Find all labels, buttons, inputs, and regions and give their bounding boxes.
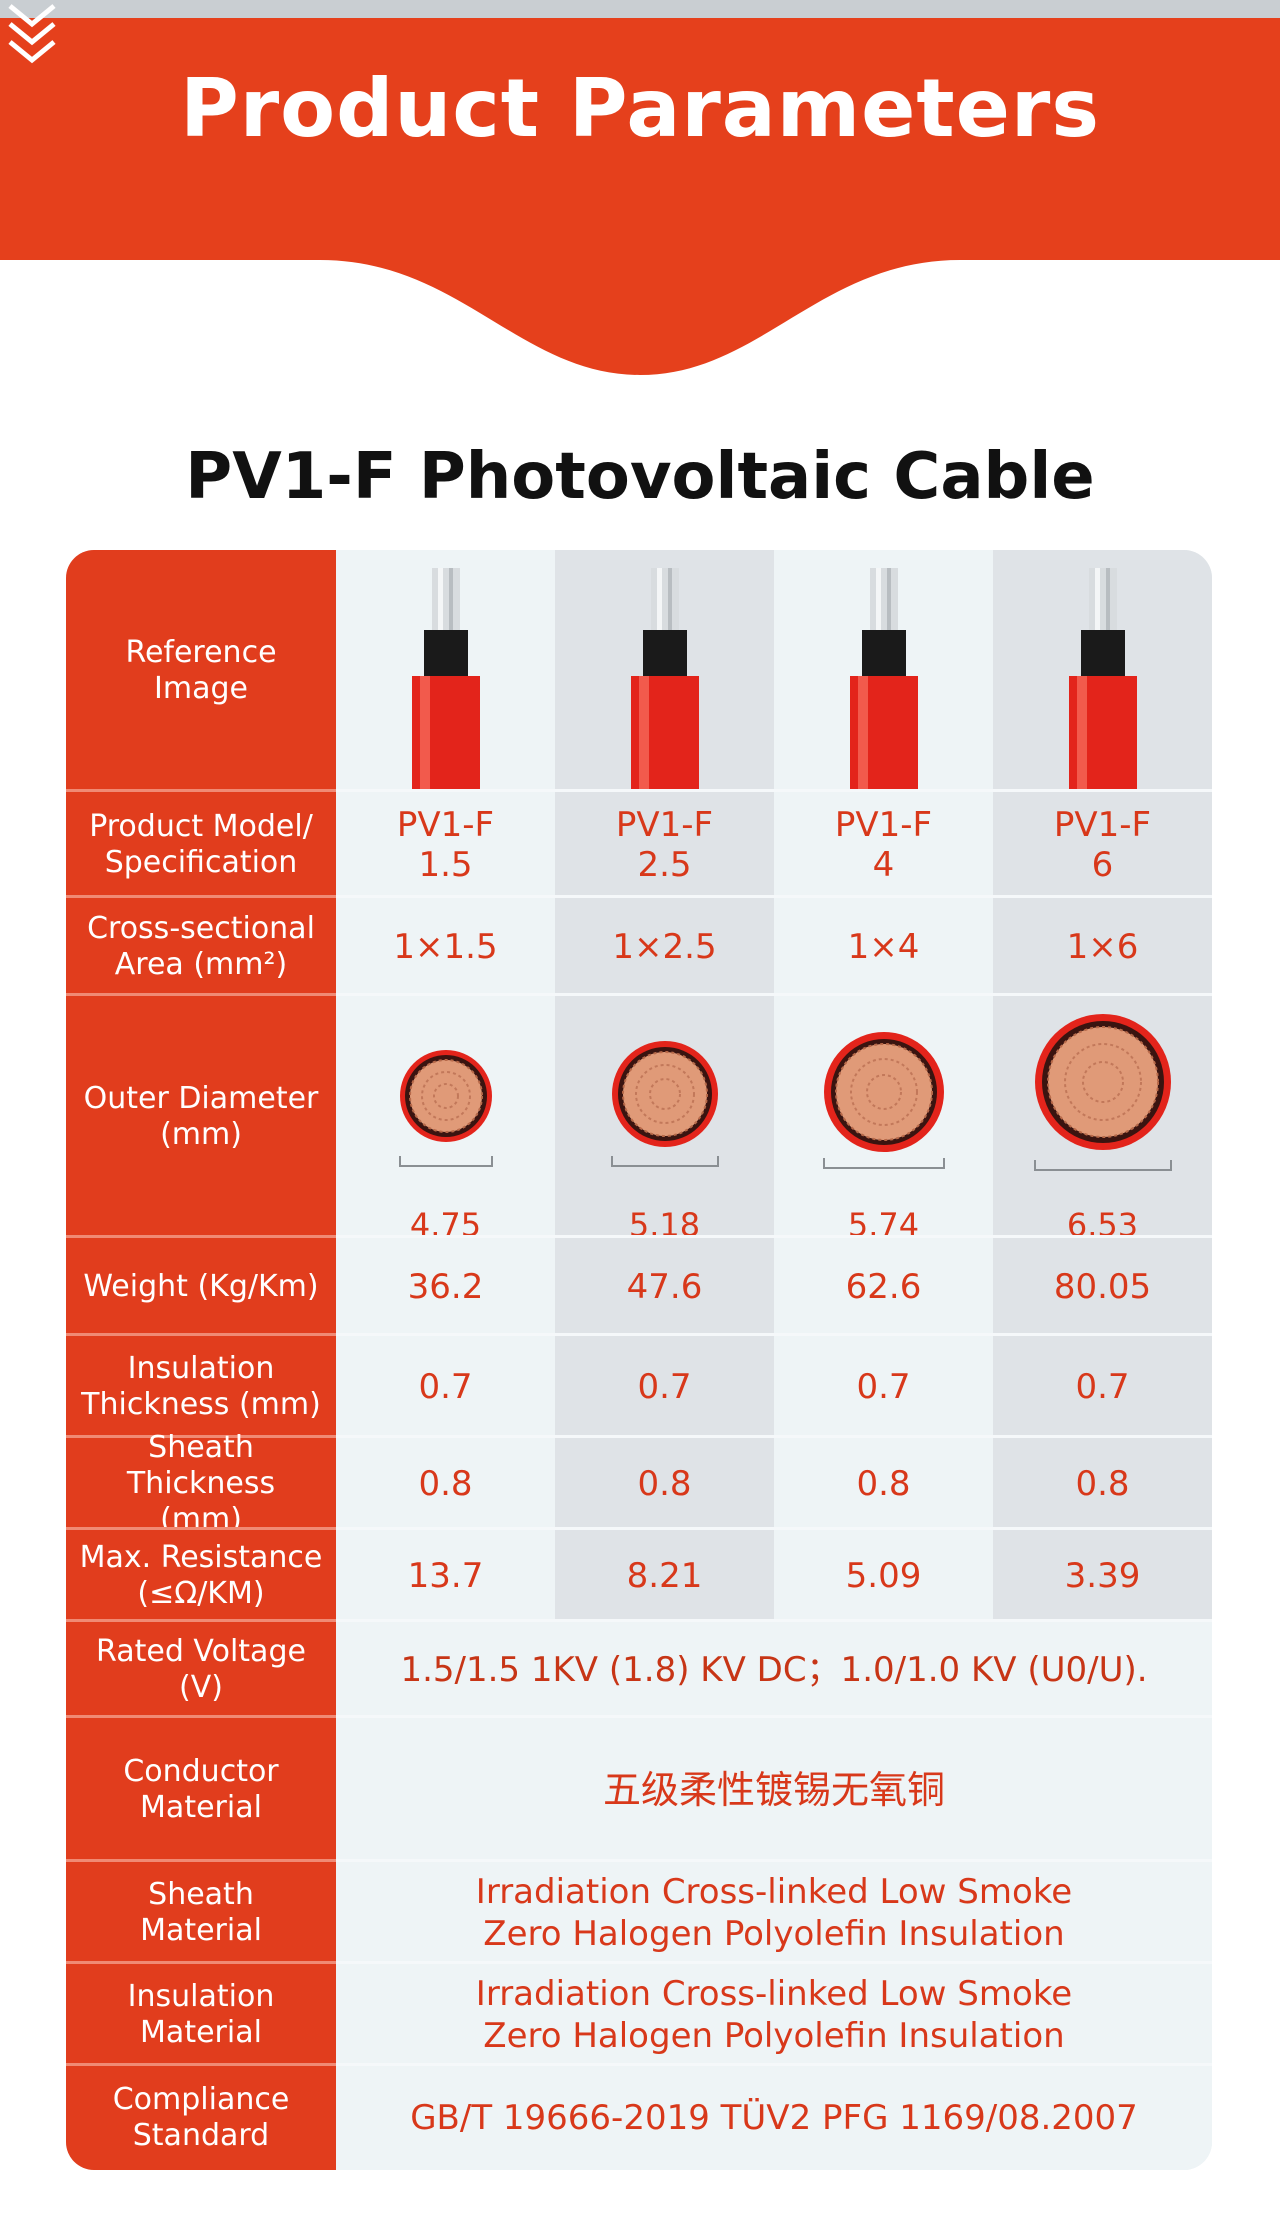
sheath-thickness-value: 0.8 <box>555 1438 774 1530</box>
row-divider <box>66 1435 336 1438</box>
row-label: Product Model/ Specification <box>66 792 336 898</box>
row-label: Weight (Kg/Km) <box>66 1238 336 1336</box>
row-divider <box>66 1715 1212 1718</box>
cable-cross-section-icon <box>823 1032 945 1169</box>
row-divider <box>66 993 336 996</box>
row-insulation-thickness: Insulation Thickness (mm) 0.7 0.7 0.7 0.… <box>66 1336 1212 1438</box>
insulation-material-value: Irradiation Cross-linked Low Smoke Zero … <box>336 1964 1212 2066</box>
row-conductor-material: Conductor Material 五级柔性镀锡无氧铜 <box>66 1718 1212 1862</box>
row-compliance-standard: Compliance Standard GB/T 19666-2019 TÜV2… <box>66 2066 1212 2170</box>
sheath-thickness-value: 0.8 <box>774 1438 993 1530</box>
row-insulation-material: Insulation Material Irradiation Cross-li… <box>66 1964 1212 2066</box>
row-divider <box>66 1859 336 1862</box>
row-divider <box>66 1235 336 1238</box>
cable-image <box>850 568 918 792</box>
insulation-thickness-value: 0.7 <box>555 1336 774 1438</box>
row-divider <box>66 1235 1212 1238</box>
row-max-resistance: Max. Resistance (≤Ω/KM) 13.7 8.21 5.09 3… <box>66 1530 1212 1622</box>
sheath-thickness-value: 0.8 <box>336 1438 555 1530</box>
header-banner: Product Parameters <box>0 0 1280 380</box>
insulation-thickness-value: 0.7 <box>774 1336 993 1438</box>
model-value: PV1-F 2.5 <box>555 792 774 898</box>
row-label: Compliance Standard <box>66 2066 336 2170</box>
row-divider <box>66 789 1212 792</box>
row-weight: Weight (Kg/Km) 36.2 47.6 62.6 80.05 <box>66 1238 1212 1336</box>
cross-section-value: 1×4 <box>774 898 993 996</box>
weight-value: 36.2 <box>336 1238 555 1336</box>
row-cross-section: Cross-sectional Area (mm²) 1×1.5 1×2.5 1… <box>66 898 1212 996</box>
row-divider <box>66 895 336 898</box>
resistance-value: 13.7 <box>336 1530 555 1622</box>
row-label: Outer Diameter (mm) <box>66 996 336 1238</box>
row-divider <box>66 2063 336 2066</box>
resistance-value: 3.39 <box>993 1530 1212 1622</box>
cable-image <box>1069 568 1137 792</box>
model-value: PV1-F 1.5 <box>336 792 555 898</box>
row-reference-image: Reference Image <box>66 550 1212 792</box>
page-title: Product Parameters <box>180 62 1100 155</box>
row-label: Sheath Thickness (mm) <box>66 1430 336 1537</box>
row-label: Conductor Material <box>66 1718 336 1862</box>
product-subtitle: PV1-F Photovoltaic Cable <box>185 440 1095 514</box>
row-divider <box>66 895 1212 898</box>
cross-section-value: 1×2.5 <box>555 898 774 996</box>
row-divider <box>66 1961 1212 1964</box>
row-outer-diameter: Outer Diameter (mm) <box>66 996 1212 1244</box>
weight-value: 47.6 <box>555 1238 774 1336</box>
parameters-table: Reference Image Product Model/ S <box>66 550 1212 2170</box>
rated-voltage-value: 1.5/1.5 1KV (1.8) KV DC；1.0/1.0 KV (U0/U… <box>336 1622 1212 1718</box>
row-divider <box>66 789 336 792</box>
chevron-down-icon <box>8 4 56 64</box>
row-divider <box>66 1435 1212 1438</box>
row-label: Insulation Material <box>66 1964 336 2066</box>
weight-value: 62.6 <box>774 1238 993 1336</box>
row-product-model: Product Model/ Specification PV1-F 1.5 P… <box>66 792 1212 898</box>
row-divider <box>66 1961 336 1964</box>
row-divider <box>66 993 1212 996</box>
row-label: Cross-sectional Area (mm²) <box>66 898 336 996</box>
cable-cross-section-icon <box>399 1050 493 1167</box>
banner-background <box>0 0 1280 375</box>
row-divider <box>66 1859 1212 1862</box>
row-divider <box>66 1333 336 1336</box>
cable-cross-section-icon <box>1034 1014 1172 1171</box>
cable-image <box>412 568 480 792</box>
row-label: Sheath Material <box>66 1862 336 1964</box>
row-label: Rated Voltage (V) <box>66 1622 336 1718</box>
compliance-value: GB/T 19666-2019 TÜV2 PFG 1169/08.2007 <box>336 2066 1212 2170</box>
resistance-value: 8.21 <box>555 1530 774 1622</box>
row-label: Insulation Thickness (mm) <box>66 1336 336 1438</box>
sheath-material-value: Irradiation Cross-linked Low Smoke Zero … <box>336 1862 1212 1964</box>
row-divider <box>66 2063 1212 2066</box>
insulation-thickness-value: 0.7 <box>336 1336 555 1438</box>
row-label: Reference Image <box>66 550 336 792</box>
resistance-value: 5.09 <box>774 1530 993 1622</box>
cable-cross-section-icon <box>611 1041 719 1167</box>
model-value: PV1-F 6 <box>993 792 1212 898</box>
cable-image <box>631 568 699 792</box>
cross-section-value: 1×6 <box>993 898 1212 996</box>
row-divider <box>66 1527 336 1530</box>
row-label: Max. Resistance (≤Ω/KM) <box>66 1530 336 1622</box>
cross-section-value: 1×1.5 <box>336 898 555 996</box>
sheath-thickness-value: 0.8 <box>993 1438 1212 1530</box>
row-divider <box>66 1333 1212 1336</box>
row-sheath-thickness: Sheath Thickness (mm) 0.8 0.8 0.8 0.8 <box>66 1430 1212 1537</box>
row-rated-voltage: Rated Voltage (V) 1.5/1.5 1KV (1.8) KV D… <box>66 1622 1212 1718</box>
model-value: PV1-F 4 <box>774 792 993 898</box>
row-divider <box>66 1715 336 1718</box>
insulation-thickness-value: 0.7 <box>993 1336 1212 1438</box>
row-divider <box>66 1619 1212 1622</box>
row-sheath-material: Sheath Material Irradiation Cross-linked… <box>66 1862 1212 1964</box>
conductor-material-value: 五级柔性镀锡无氧铜 <box>336 1718 1212 1862</box>
weight-value: 80.05 <box>993 1238 1212 1336</box>
row-divider <box>66 1527 1212 1530</box>
row-divider <box>66 1619 336 1622</box>
